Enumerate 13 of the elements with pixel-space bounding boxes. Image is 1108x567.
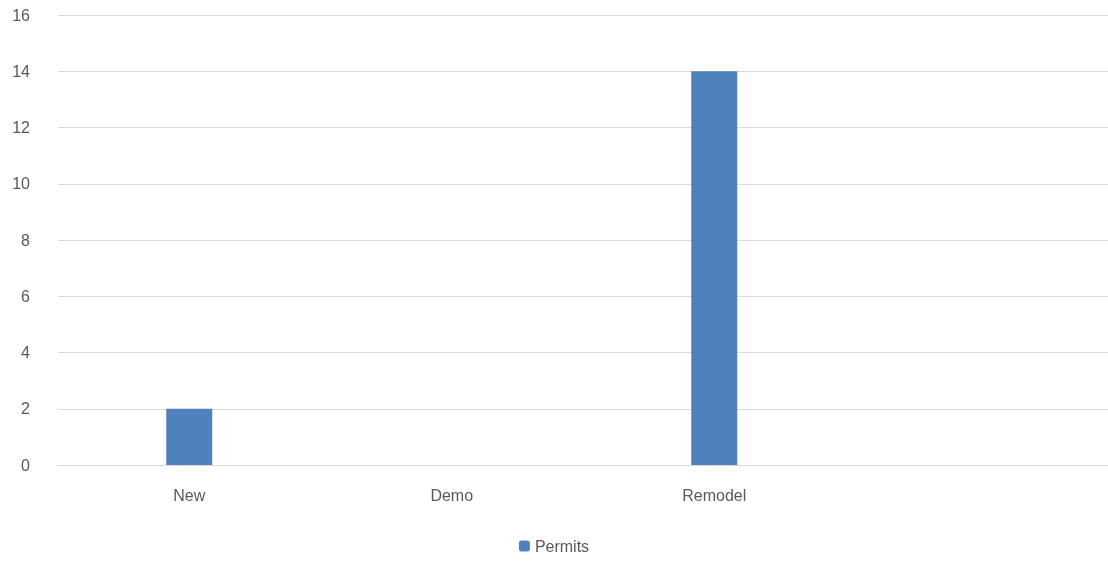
legend-label: Permits [534,537,590,555]
x-tick-label: Demo [430,486,474,504]
y-tick-label: 2 [21,400,31,418]
x-tick-label: New [173,486,206,504]
y-tick-label: 4 [21,344,31,361]
x-tick-label: Remodel [682,486,747,504]
y-tick-label: 0 [21,456,31,474]
y-tick-label: 6 [21,287,31,305]
y-tick-label: 14 [12,62,31,80]
y-tick-label: 12 [12,119,31,136]
y-tick-label: 10 [12,175,31,193]
y-tick-label: 8 [21,231,31,249]
y-tick-label: 16 [12,6,31,24]
